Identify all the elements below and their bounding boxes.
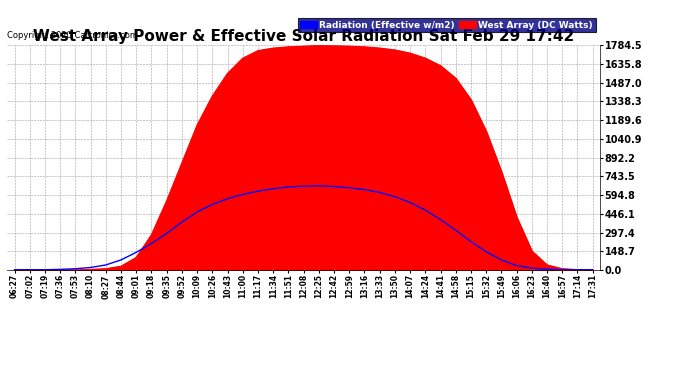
Title: West Array Power & Effective Solar Radiation Sat Feb 29 17:42: West Array Power & Effective Solar Radia… xyxy=(33,29,574,44)
Legend: Radiation (Effective w/m2), West Array (DC Watts): Radiation (Effective w/m2), West Array (… xyxy=(297,18,595,32)
Text: Copyright 2020 Cartronics.com: Copyright 2020 Cartronics.com xyxy=(7,32,138,40)
